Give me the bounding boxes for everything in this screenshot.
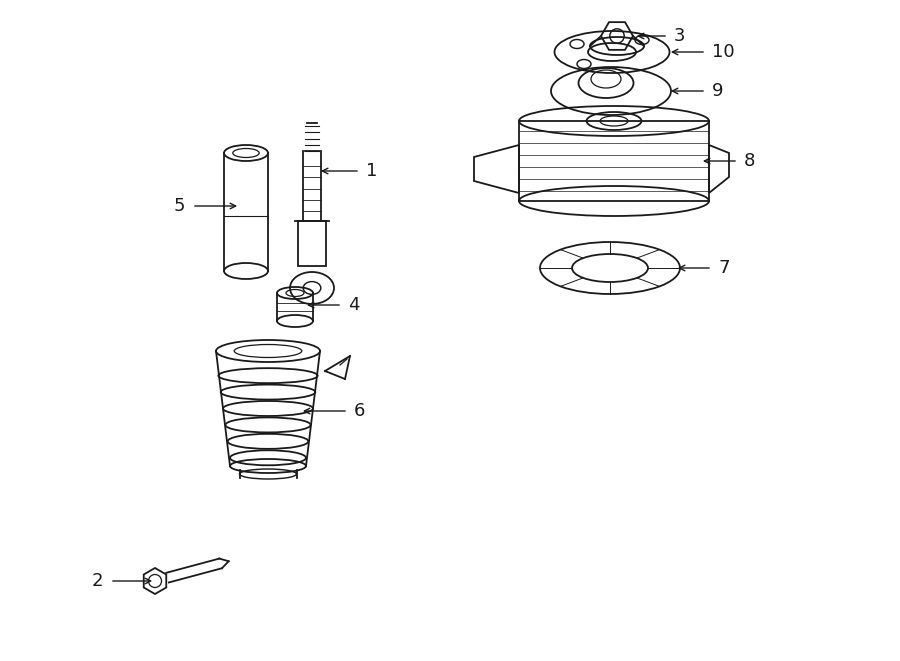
Text: 9: 9	[712, 82, 724, 100]
Text: 6: 6	[354, 402, 365, 420]
Text: 7: 7	[718, 259, 730, 277]
Text: 3: 3	[674, 27, 686, 45]
Text: 4: 4	[348, 296, 359, 314]
Text: 8: 8	[744, 152, 755, 170]
Text: 5: 5	[174, 197, 185, 215]
Text: 10: 10	[712, 43, 734, 61]
Text: 2: 2	[92, 572, 103, 590]
Text: 1: 1	[366, 162, 377, 180]
